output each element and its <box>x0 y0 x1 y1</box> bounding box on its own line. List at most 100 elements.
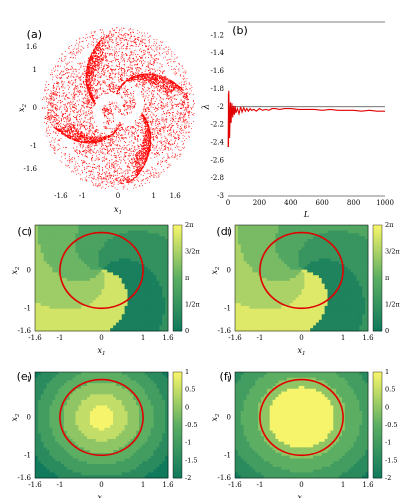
scatter-point <box>178 134 180 136</box>
scatter-point <box>162 86 164 88</box>
scatter-point <box>183 114 185 116</box>
scatter-point <box>130 54 132 55</box>
scatter-point <box>111 68 113 70</box>
scatter-point <box>152 84 153 86</box>
scatter-point <box>111 88 113 89</box>
scatter-point <box>184 115 186 117</box>
scatter-point <box>68 127 70 129</box>
scatter-point <box>159 128 161 130</box>
scatter-point <box>101 61 103 63</box>
scatter-point <box>66 126 68 128</box>
scatter-point <box>121 182 123 184</box>
scatter-point <box>158 85 160 87</box>
scatter-point <box>152 121 154 122</box>
scatter-point <box>159 130 161 132</box>
scatter-point <box>103 152 105 154</box>
scatter-point <box>137 162 138 164</box>
scatter-point <box>135 160 137 162</box>
scatter-point <box>157 85 159 87</box>
scatter-point <box>144 156 146 158</box>
scatter-point <box>177 110 178 112</box>
scatter-point <box>132 107 134 109</box>
scatter-point <box>110 111 112 113</box>
scatter-point <box>95 89 97 90</box>
scatter-point <box>69 81 71 83</box>
scatter-point <box>134 177 135 179</box>
scatter-point <box>137 158 139 160</box>
scatter-point <box>108 134 109 136</box>
scatter-point <box>95 45 97 47</box>
scatter-point <box>99 58 101 60</box>
scatter-point <box>143 163 144 165</box>
scatter-point <box>152 146 154 148</box>
scatter-point <box>122 75 124 76</box>
scatter-point <box>143 79 144 81</box>
scatter-point <box>112 60 114 61</box>
scatter-point <box>106 147 108 149</box>
scatter-point <box>57 115 58 116</box>
scatter-point <box>89 150 91 152</box>
scatter-point <box>134 78 136 80</box>
scatter-point <box>105 105 106 107</box>
scatter-point <box>123 72 125 74</box>
scatter-point <box>142 148 144 150</box>
scatter-point <box>166 97 168 99</box>
scatter-point <box>141 78 143 80</box>
scatter-point <box>55 93 57 95</box>
scatter-point <box>148 131 150 133</box>
scatter-point <box>92 155 94 156</box>
scatter-point <box>95 51 96 52</box>
scatter-point <box>137 144 139 146</box>
scatter-point <box>158 75 159 77</box>
scatter-point <box>87 60 89 62</box>
scatter-point <box>170 103 172 105</box>
scatter-point <box>135 102 137 104</box>
scatter-point <box>173 89 175 91</box>
scatter-point <box>79 135 81 136</box>
scatter-point <box>153 61 155 62</box>
scatter-point <box>87 84 88 86</box>
scatter-point <box>148 126 150 127</box>
scatter-point <box>119 138 120 140</box>
scatter-point <box>89 95 91 97</box>
scatter-point <box>146 157 148 158</box>
scatter-point <box>148 53 150 55</box>
scatter-point <box>138 166 140 168</box>
scatter-point <box>79 151 80 152</box>
scatter-point <box>75 150 77 152</box>
scatter-point <box>92 60 94 62</box>
scatter-point <box>170 127 172 129</box>
scatter-point <box>152 128 154 130</box>
scatter-point <box>125 147 127 148</box>
scatter-point <box>83 81 84 83</box>
scatter-point <box>56 123 58 125</box>
scatter-point <box>180 113 182 114</box>
scatter-point <box>100 52 101 54</box>
scatter-point <box>146 136 148 138</box>
scatter-point <box>68 117 70 119</box>
scatter-point <box>123 45 124 46</box>
scatter-point <box>110 138 112 140</box>
scatter-point <box>78 129 79 131</box>
scatter-point <box>112 113 114 115</box>
scatter-point <box>103 74 105 75</box>
scatter-point <box>143 118 144 120</box>
scatter-point <box>144 76 146 77</box>
scatter-point <box>85 138 87 140</box>
scatter-point <box>152 103 154 105</box>
scatter-point <box>116 179 118 181</box>
scatter-point <box>125 72 127 74</box>
scatter-point <box>53 86 55 88</box>
scatter-point <box>157 109 159 111</box>
scatter-point <box>116 132 118 133</box>
scatter-point <box>94 135 96 137</box>
scatter-point <box>83 125 85 127</box>
scatter-point <box>98 53 100 55</box>
scatter-point <box>166 121 168 123</box>
scatter-point <box>154 55 155 57</box>
scatter-point <box>143 76 145 78</box>
scatter-point <box>113 136 115 137</box>
scatter-point <box>130 180 132 182</box>
scatter-point <box>126 60 128 62</box>
scatter-point <box>162 126 164 128</box>
